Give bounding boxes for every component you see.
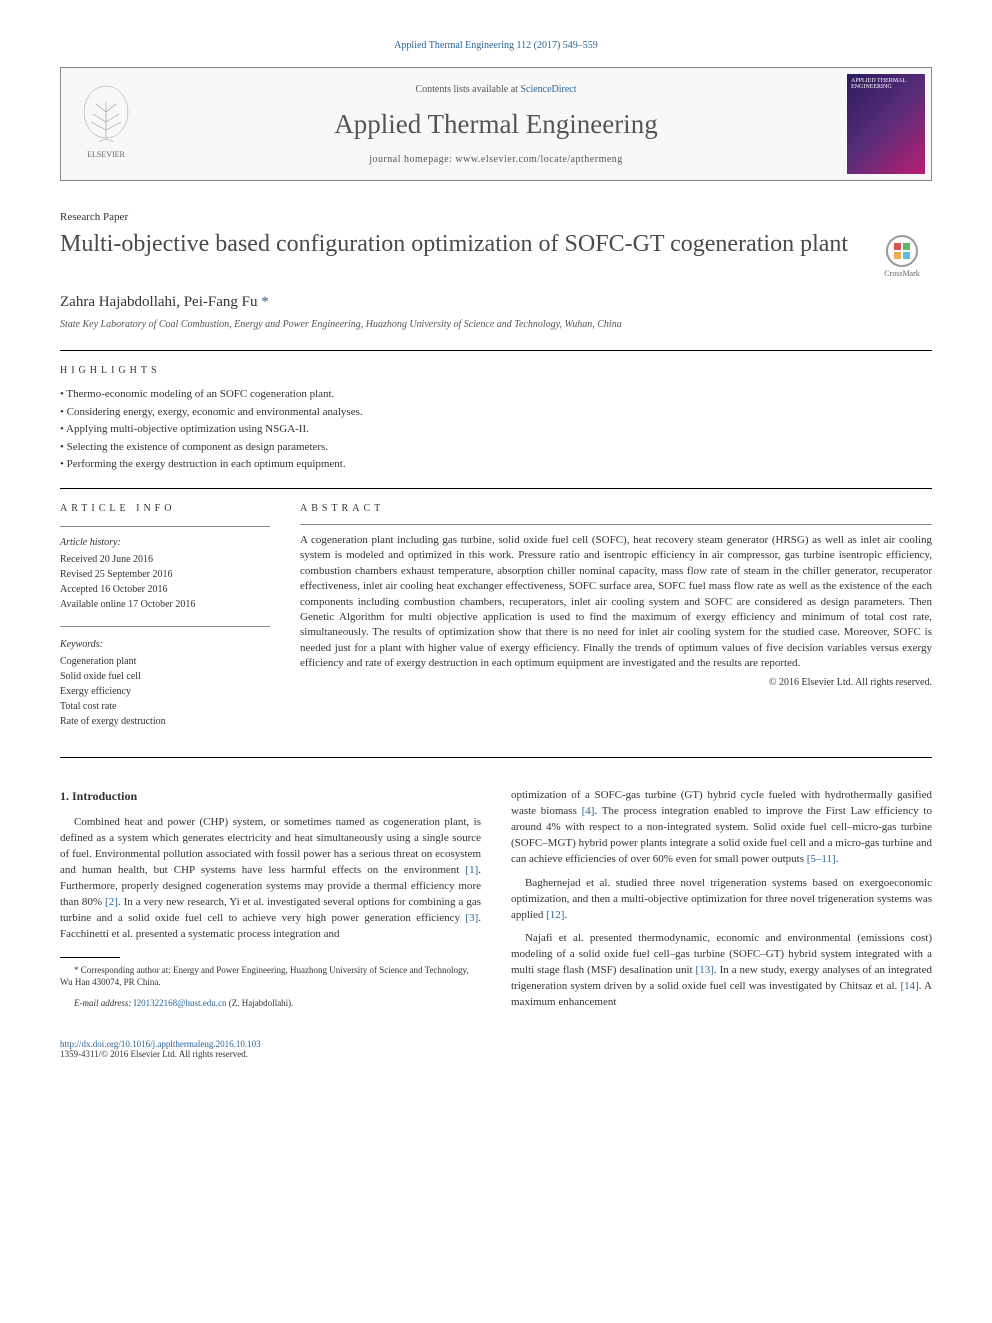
ref-link[interactable]: [4] bbox=[582, 805, 595, 817]
keywords-block: Keywords: Cogeneration plant Solid oxide… bbox=[60, 637, 270, 729]
email-who: (Z. Hajabdollahi). bbox=[229, 998, 294, 1008]
history-revised: Revised 25 September 2016 bbox=[60, 567, 270, 582]
svg-text:ELSEVIER: ELSEVIER bbox=[87, 150, 125, 159]
journal-cover-thumbnail: APPLIED THERMAL ENGINEERING bbox=[847, 74, 925, 174]
highlight-item: Applying multi-objective optimization us… bbox=[60, 421, 932, 439]
keyword: Cogeneration plant bbox=[60, 654, 270, 669]
intro-heading: 1. Introduction bbox=[60, 788, 481, 805]
history-heading: Article history: bbox=[60, 535, 270, 550]
history-received: Received 20 June 2016 bbox=[60, 552, 270, 567]
affiliation: State Key Laboratory of Coal Combustion,… bbox=[60, 319, 932, 330]
text-run: . bbox=[564, 909, 567, 921]
corresponding-mark: * bbox=[257, 294, 268, 310]
text-run: Combined heat and power (CHP) system, or… bbox=[60, 816, 481, 876]
highlights: Thermo-economic modeling of an SOFC coge… bbox=[60, 386, 932, 474]
sciencedirect-link[interactable]: ScienceDirect bbox=[520, 84, 576, 95]
highlight-item: Selecting the existence of component as … bbox=[60, 439, 932, 457]
abstract-label: abstract bbox=[300, 503, 932, 514]
text-run: . In a very new research, Yi et al. inve… bbox=[60, 896, 481, 924]
highlights-label: highlights bbox=[60, 365, 932, 376]
keyword: Total cost rate bbox=[60, 699, 270, 714]
doi-link[interactable]: http://dx.doi.org/10.1016/j.applthermale… bbox=[60, 1039, 261, 1049]
paper-title: Multi-objective based configuration opti… bbox=[60, 229, 852, 260]
body-paragraph: optimization of a SOFC-gas turbine (GT) … bbox=[511, 788, 932, 868]
article-info-label: article info bbox=[60, 503, 270, 514]
ref-link[interactable]: [2] bbox=[105, 896, 118, 908]
journal-cover-area: APPLIED THERMAL ENGINEERING bbox=[841, 68, 931, 180]
ref-link[interactable]: [14] bbox=[900, 980, 918, 992]
text-run: Baghernejad et al. studied three novel t… bbox=[511, 877, 932, 921]
email-footnote: E-mail address: I201322168@hust.edu.cn (… bbox=[60, 997, 481, 1010]
body-paragraph: Baghernejad et al. studied three novel t… bbox=[511, 876, 932, 924]
highlight-item: Considering energy, exergy, economic and… bbox=[60, 404, 932, 422]
column-right: optimization of a SOFC-gas turbine (GT) … bbox=[511, 788, 932, 1019]
journal-homepage: journal homepage: www.elsevier.com/locat… bbox=[161, 154, 831, 165]
journal-header-center: Contents lists available at ScienceDirec… bbox=[151, 70, 841, 179]
abstract-text: A cogeneration plant including gas turbi… bbox=[300, 533, 932, 672]
email-label: E-mail address: bbox=[74, 998, 131, 1008]
footnote-divider bbox=[60, 957, 120, 958]
contents-available-line: Contents lists available at ScienceDirec… bbox=[161, 84, 831, 95]
divider bbox=[60, 626, 270, 627]
crossmark-icon bbox=[886, 235, 918, 267]
cover-title: APPLIED THERMAL ENGINEERING bbox=[851, 78, 921, 90]
elsevier-tree-icon: ELSEVIER bbox=[71, 82, 141, 162]
keyword: Solid oxide fuel cell bbox=[60, 669, 270, 684]
email-link[interactable]: I201322168@hust.edu.cn bbox=[134, 998, 227, 1008]
keyword: Exergy efficiency bbox=[60, 684, 270, 699]
ref-link[interactable]: [3] bbox=[465, 912, 478, 924]
highlight-item: Performing the exergy destruction in eac… bbox=[60, 456, 932, 474]
crossmark-badge[interactable]: CrossMark bbox=[872, 235, 932, 278]
body-paragraph: Najafi et al. presented thermodynamic, e… bbox=[511, 931, 932, 1011]
divider bbox=[300, 524, 932, 525]
page-footer: http://dx.doi.org/10.1016/j.applthermale… bbox=[60, 1039, 932, 1059]
column-left: 1. Introduction Combined heat and power … bbox=[60, 788, 481, 1019]
author-list: Zahra Hajabdollahi, Pei-Fang Fu bbox=[60, 294, 257, 310]
article-info: article info Article history: Received 2… bbox=[60, 503, 270, 743]
text-run: . bbox=[836, 853, 839, 865]
issn-copyright: 1359-4311/© 2016 Elsevier Ltd. All right… bbox=[60, 1049, 248, 1059]
divider bbox=[60, 488, 932, 489]
abstract-column: abstract A cogeneration plant including … bbox=[300, 503, 932, 743]
divider bbox=[60, 350, 932, 351]
ref-link[interactable]: [5–11] bbox=[807, 853, 836, 865]
page-header: Applied Thermal Engineering 112 (2017) 5… bbox=[60, 40, 932, 51]
authors: Zahra Hajabdollahi, Pei-Fang Fu * bbox=[60, 294, 932, 311]
divider bbox=[60, 757, 932, 758]
ref-link[interactable]: [12] bbox=[546, 909, 564, 921]
ref-link[interactable]: [13] bbox=[696, 964, 714, 976]
crossmark-label: CrossMark bbox=[884, 269, 920, 278]
body-text: 1. Introduction Combined heat and power … bbox=[60, 788, 932, 1019]
homepage-prefix: journal homepage: bbox=[369, 154, 455, 165]
journal-name: Applied Thermal Engineering bbox=[161, 109, 831, 140]
body-paragraph: Combined heat and power (CHP) system, or… bbox=[60, 815, 481, 943]
divider bbox=[60, 526, 270, 527]
history-accepted: Accepted 16 October 2016 bbox=[60, 582, 270, 597]
copyright: © 2016 Elsevier Ltd. All rights reserved… bbox=[300, 677, 932, 688]
highlight-item: Thermo-economic modeling of an SOFC coge… bbox=[60, 386, 932, 404]
contents-prefix: Contents lists available at bbox=[415, 84, 520, 95]
history-online: Available online 17 October 2016 bbox=[60, 597, 270, 612]
homepage-url[interactable]: www.elsevier.com/locate/apthermeng bbox=[455, 154, 622, 165]
keywords-heading: Keywords: bbox=[60, 637, 270, 652]
keyword: Rate of exergy destruction bbox=[60, 714, 270, 729]
article-history: Article history: Received 20 June 2016 R… bbox=[60, 535, 270, 612]
ref-link[interactable]: [1] bbox=[465, 864, 478, 876]
publisher-logo-area: ELSEVIER bbox=[61, 72, 151, 176]
paper-type: Research Paper bbox=[60, 211, 932, 223]
journal-header: ELSEVIER Contents lists available at Sci… bbox=[60, 67, 932, 181]
corresponding-footnote: * Corresponding author at: Energy and Po… bbox=[60, 964, 481, 989]
